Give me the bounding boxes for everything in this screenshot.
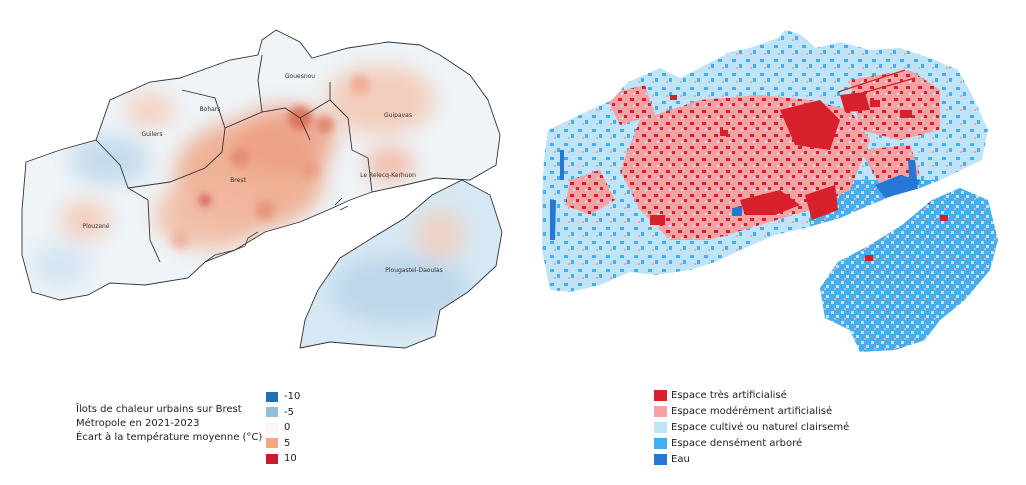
land-swatch-sparse [654, 421, 667, 433]
land-legend-item: Espace très artificialisé [654, 388, 849, 404]
heat-label-minus10: -10 [284, 391, 301, 403]
heat-label-plus5: 5 [284, 437, 291, 449]
commune-labels: Guilers Bohars Gouesnou Guipavas Brest L… [82, 73, 442, 274]
land-cover-legend: Espace très artificialisé Espace modérém… [654, 388, 849, 467]
heat-swatch-zero [266, 422, 278, 433]
heat-legend-item: -5 [266, 405, 300, 421]
land-swatch-very-artificial [654, 390, 667, 402]
heat-swatch-plus5 [266, 438, 278, 449]
caption-line-3: Écart à la température moyenne (°C) [76, 432, 263, 443]
commune-label-brest: Brest [230, 177, 246, 184]
land-label-sparse: Espace cultivé ou naturel clairsemé [671, 421, 850, 433]
land-legend-item: Espace cultivé ou naturel clairsemé [654, 420, 849, 436]
heat-label-minus5: -5 [284, 406, 294, 418]
land-swatch-water [654, 453, 667, 465]
heat-legend-item: -10 [266, 389, 300, 405]
heat-swatch-minus5 [266, 407, 278, 418]
map-caption: Îlots de chaleur urbains sur Brest Métro… [76, 403, 276, 445]
heat-legend: -10 -5 0 5 10 [266, 389, 300, 467]
caption-line-1: Îlots de chaleur urbains sur Brest [76, 404, 242, 415]
heat-swatch-plus10 [266, 453, 278, 464]
heat-island-map-svg: Guilers Bohars Gouesnou Guipavas Brest L… [21, 29, 503, 349]
heat-swatch-minus10 [266, 391, 278, 402]
land-legend-item: Espace densément arboré [654, 435, 849, 451]
heat-label-plus10: 10 [284, 453, 297, 465]
land-cover-pattern [542, 30, 998, 352]
land-swatch-dense-wood [654, 437, 667, 449]
land-label-very-artificial: Espace très artificialisé [671, 390, 787, 402]
land-legend-item: Espace modérément artificialisé [654, 404, 849, 420]
commune-label-relecq: Le Relecq-Kerhuon [360, 172, 416, 179]
land-label-moderately-artificial: Espace modérément artificialisé [671, 406, 833, 418]
land-cover-map [520, 0, 1026, 370]
heat-pattern [30, 65, 470, 325]
land-label-dense-wood: Espace densément arboré [671, 437, 803, 449]
land-legend-item: Eau [654, 451, 849, 467]
commune-label-guipavas: Guipavas [384, 112, 412, 119]
heat-legend-item: 5 [266, 436, 300, 452]
heat-label-zero: 0 [284, 422, 291, 434]
heat-legend-item: 0 [266, 420, 300, 436]
heat-legend-item: 10 [266, 451, 300, 467]
commune-label-bohars: Bohars [200, 106, 221, 113]
commune-label-guilers: Guilers [141, 131, 162, 138]
coastline [204, 197, 349, 263]
commune-boundaries [21, 29, 503, 349]
runway-lines [837, 69, 916, 99]
land-cover-map-svg [542, 30, 998, 352]
land-label-water: Eau [671, 453, 690, 465]
commune-label-plougastel: Plougastel-Daoulas [385, 267, 443, 274]
commune-label-plouzane: Plouzané [82, 223, 109, 230]
caption-line-2: Métropole en 2021-2023 [76, 418, 200, 429]
commune-label-gouesnou: Gouesnou [285, 73, 315, 80]
heat-island-map: Guilers Bohars Gouesnou Guipavas Brest L… [0, 0, 520, 370]
land-swatch-moderately-artificial [654, 406, 667, 418]
